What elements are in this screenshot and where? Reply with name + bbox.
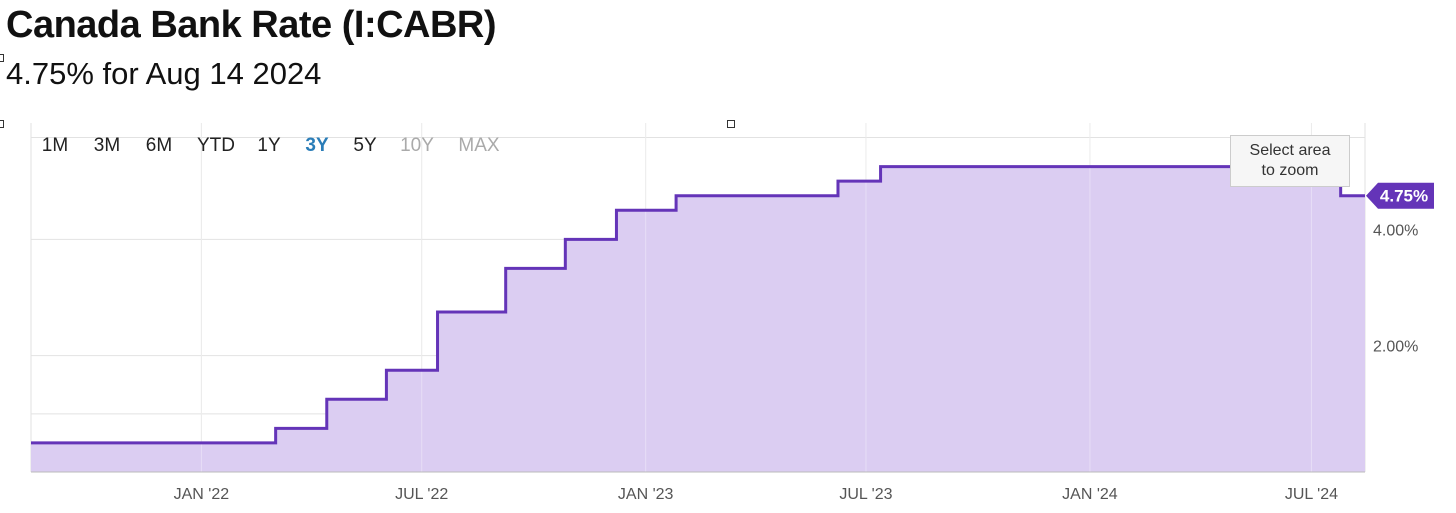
resize-handle[interactable]: [0, 54, 4, 62]
x-tick-label: JAN '24: [1062, 486, 1118, 503]
range-button-5y[interactable]: 5Y: [353, 135, 377, 156]
chart-subtitle: 4.75% for Aug 14 2024: [6, 56, 322, 91]
x-tick-label: JUL '23: [839, 486, 892, 503]
x-tick-label: JUL '22: [395, 486, 448, 503]
y-tick-label: 2.00%: [1373, 339, 1418, 356]
y-tick-label: 4.00%: [1373, 222, 1418, 239]
last-value-badge: [1366, 182, 1434, 209]
range-button-10y[interactable]: 10Y: [400, 135, 434, 156]
series-area-fill: [31, 166, 1365, 472]
select-area-to-zoom-hint: Select area to zoom: [1230, 135, 1350, 187]
range-button-6m[interactable]: 6M: [146, 135, 172, 156]
x-tick-label: JAN '22: [174, 486, 230, 503]
range-button-3y[interactable]: 3Y: [305, 135, 329, 156]
range-button-max[interactable]: MAX: [458, 135, 500, 156]
range-button-3m[interactable]: 3M: [94, 135, 120, 156]
range-button-ytd[interactable]: YTD: [197, 135, 235, 156]
series-line: [31, 165, 1365, 445]
zoom-hint-line: Select area: [1249, 142, 1331, 159]
last-value-label: 4.75%: [1380, 187, 1428, 206]
resize-handle[interactable]: [0, 120, 4, 128]
range-button-1m[interactable]: 1M: [42, 135, 68, 156]
chart-title: Canada Bank Rate (I:CABR): [6, 4, 497, 46]
zoom-hint-line: to zoom: [1261, 162, 1319, 179]
resize-handle[interactable]: [727, 120, 735, 128]
x-tick-label: JUL '24: [1285, 486, 1338, 503]
x-tick-label: JAN '23: [618, 486, 674, 503]
range-button-1y[interactable]: 1Y: [257, 135, 281, 156]
